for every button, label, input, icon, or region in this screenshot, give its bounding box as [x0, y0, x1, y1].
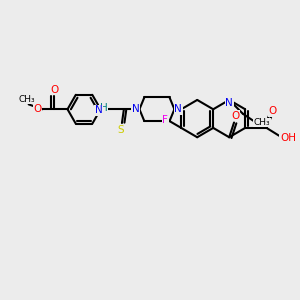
Text: OH: OH	[280, 133, 296, 143]
Text: O: O	[231, 111, 239, 121]
Text: CH₃: CH₃	[18, 95, 35, 104]
Text: F: F	[162, 115, 168, 124]
Text: N: N	[132, 104, 140, 114]
Text: O: O	[268, 106, 277, 116]
Text: N: N	[95, 105, 103, 115]
Text: S: S	[118, 125, 124, 135]
Text: N: N	[225, 98, 233, 108]
Text: O: O	[51, 85, 59, 94]
Text: CH₃: CH₃	[254, 118, 271, 127]
Text: H: H	[100, 103, 107, 113]
Text: N: N	[174, 104, 182, 114]
Text: O: O	[33, 104, 41, 114]
